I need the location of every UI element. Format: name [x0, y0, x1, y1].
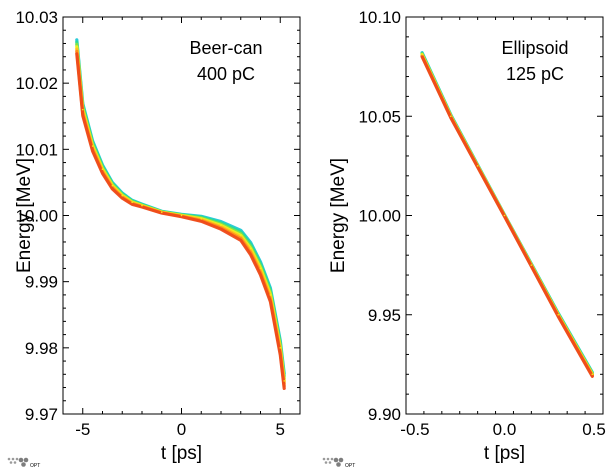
data-point	[283, 380, 286, 382]
data-point	[530, 264, 533, 266]
data-point	[180, 214, 183, 217]
chart-right: 9.90 9.95 10.00 10.05 10.10 -0.5 0.0 0.5 Ellip…	[328, 8, 606, 464]
chart-right-y-axis-label: Energy [MeV]	[328, 158, 349, 273]
y-tick-label: 10.05	[358, 107, 401, 126]
y-tick-label: 10.03	[15, 8, 58, 27]
data-point	[101, 168, 104, 170]
x-tick-label: 0.0	[493, 420, 517, 439]
data-point	[200, 218, 203, 220]
x-tick-label: 0.5	[582, 420, 606, 439]
data-point	[220, 224, 222, 227]
y-tick-label: 9.97	[25, 405, 58, 424]
y-tick-label: 9.98	[25, 339, 58, 358]
chart-left-x-tick-labels: -5 0 5	[75, 420, 285, 439]
y-tick-label: 10.10	[358, 8, 401, 27]
x-tick-label: 0	[177, 420, 186, 439]
data-band-layer	[75, 40, 286, 378]
data-point	[91, 145, 94, 147]
chart-right-annotation-line-1: Ellipsoid	[501, 38, 568, 58]
data-point	[81, 108, 84, 111]
y-tick-label: 10.00	[358, 207, 401, 226]
x-tick-label: -0.5	[400, 420, 429, 439]
chart-right-x-tick-labels: -0.5 0.0 0.5	[400, 420, 606, 439]
data-point	[141, 204, 143, 207]
chart-left-annotation-line-2: 400 pC	[197, 64, 255, 84]
data-point	[76, 45, 78, 48]
x-tick-label: 5	[276, 420, 285, 439]
chart-right-data-band	[420, 51, 594, 378]
data-point	[449, 115, 452, 118]
data-band-layer	[75, 49, 286, 388]
data-point	[269, 294, 272, 296]
data-point	[476, 165, 479, 167]
data-point	[421, 53, 423, 56]
data-point	[503, 214, 506, 217]
chart-left-annotation-line-1: Beer-can	[189, 38, 262, 58]
logo-right-text: OPT	[345, 463, 355, 469]
logo-left-text: OPT	[30, 463, 40, 469]
data-band-layer	[75, 38, 286, 375]
data-point	[239, 234, 242, 237]
y-tick-label: 9.95	[368, 306, 401, 325]
data-point	[121, 194, 124, 197]
data-band-layer	[420, 55, 594, 378]
y-tick-label: 9.90	[368, 405, 401, 424]
logo-dots-icon	[322, 457, 344, 467]
chart-right-x-axis-label: t [ps]	[484, 443, 525, 464]
logo-dots-icon	[7, 457, 29, 467]
data-point	[279, 347, 282, 349]
data-point	[160, 211, 163, 213]
data-point	[259, 267, 262, 270]
data-point	[557, 313, 560, 316]
data-point	[249, 247, 252, 250]
logo-right: OPT	[322, 457, 355, 469]
data-band-layer	[75, 52, 286, 390]
data-band-layer	[420, 51, 594, 374]
y-tick-label: 10.01	[15, 140, 58, 159]
chart-left-y-tick-labels: 9.97 9.98 9.99 10.00 10.01 10.02 10.03	[15, 8, 58, 424]
data-band-layer	[75, 42, 286, 380]
y-tick-label: 9.99	[25, 273, 58, 292]
logo-left: OPT	[7, 457, 40, 469]
chart-right-annotation-line-2: 125 pC	[506, 64, 564, 84]
chart-left-data-band	[75, 38, 286, 390]
chart-left-plot-frame	[62, 16, 301, 415]
data-point	[591, 373, 594, 376]
y-tick-label: 10.00	[15, 207, 58, 226]
chart-right-y-tick-labels: 9.90 9.95 10.00 10.05 10.10	[358, 8, 401, 424]
x-tick-label: -5	[75, 420, 90, 439]
y-tick-label: 10.02	[15, 74, 58, 93]
data-point	[131, 201, 133, 204]
data-band-layer	[75, 45, 286, 383]
data-point	[111, 184, 114, 187]
chart-left: 9.97 9.98 9.99 10.00 10.01 10.02 10.03 -5 0 5 Be…	[14, 8, 301, 464]
chart-right-plot-frame	[405, 16, 604, 415]
chart-left-x-axis-label: t [ps]	[161, 443, 202, 464]
chart-left-y-axis-label: Energy [MeV]	[14, 158, 35, 273]
